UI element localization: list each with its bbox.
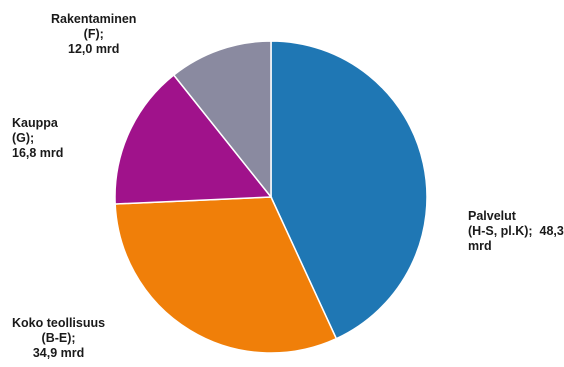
slice-label-koko-teollisuus: Koko teollisuus (B-E); 34,9 mrd: [12, 316, 105, 361]
slice-label-kauppa: Kauppa (G); 16,8 mrd: [12, 116, 63, 161]
slice-name-kauppa: Kauppa: [12, 116, 58, 130]
slice-code-palvelut: (H-S, pl.K);: [468, 224, 533, 238]
slice-name-koko-teollisuus: Koko teollisuus: [12, 316, 106, 330]
slice-value-koko-teollisuus: 34,9 mrd: [32, 346, 85, 360]
slice-name-rakentaminen: Rakentaminen: [51, 12, 137, 26]
pie-slice-palvelut: [270, 40, 428, 340]
pie-slices: [114, 40, 428, 354]
slice-value-palvelut: 48,3: [539, 224, 564, 238]
slice-label-palvelut: Palvelut (H-S, pl.K); 48,3 mrd: [468, 209, 564, 254]
slice-name-palvelut: Palvelut: [468, 209, 516, 223]
slice-value-rakentaminen: 12,0 mrd: [68, 42, 120, 56]
pie-slice-kauppa: [114, 73, 273, 205]
slice-code-koko-teollisuus: (B-E);: [41, 331, 76, 345]
slice-label-rakentaminen: Rakentaminen (F); 12,0 mrd: [51, 12, 136, 57]
slice-unit-palvelut: mrd: [468, 239, 492, 253]
slice-code-and-value-palvelut: (H-S, pl.K); 48,3: [468, 224, 564, 239]
slice-code-kauppa: (G);: [12, 131, 35, 145]
pie-slice-rakentaminen: [172, 40, 272, 200]
slice-code-rakentaminen: (F);: [83, 27, 104, 41]
slice-value-kauppa: 16,8 mrd: [12, 146, 64, 160]
pie-slice-koko-teollisuus: [114, 196, 338, 354]
